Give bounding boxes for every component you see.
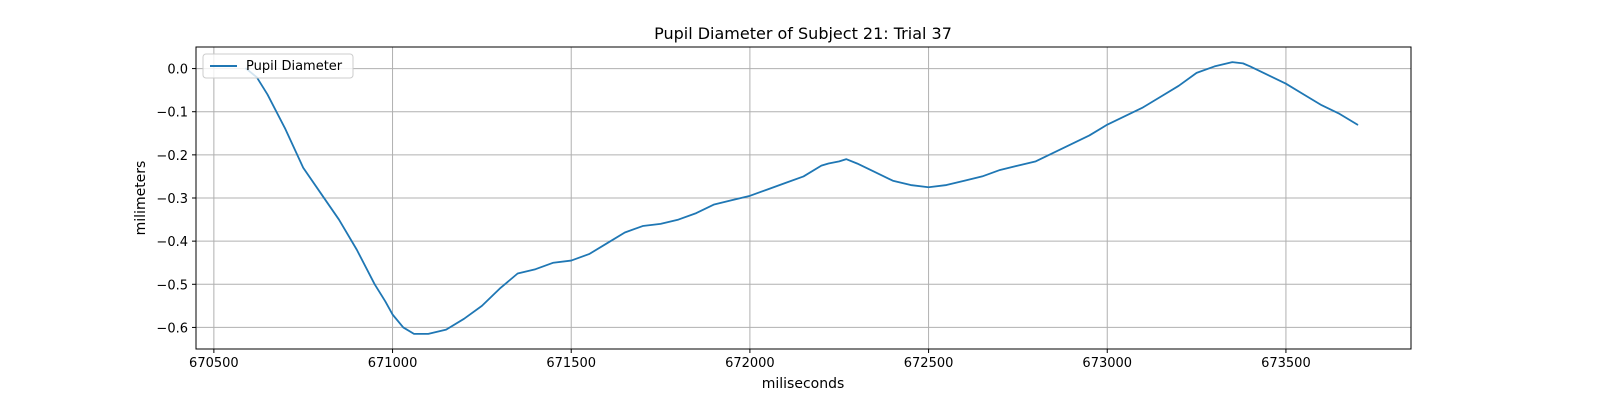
x-tick-label: 673000 — [1082, 356, 1132, 371]
x-tick-label: 673500 — [1261, 356, 1311, 371]
series-layer — [245, 61, 1359, 335]
x-tick-label: 670500 — [189, 356, 239, 371]
x-axis-label: miliseconds — [762, 376, 845, 392]
y-axis-label: milimeters — [133, 161, 149, 236]
y-tick-label: −0.2 — [156, 149, 188, 164]
y-tick-label: −0.5 — [156, 278, 188, 293]
chart-title: Pupil Diameter of Subject 21: Trial 37 — [654, 24, 952, 43]
x-tick-label: 672000 — [725, 356, 775, 371]
axis-ticks: 670500 671000 671500 672000 672500 673000 6735… — [156, 63, 1310, 371]
y-tick-label: −0.1 — [156, 106, 188, 121]
y-tick-label: −0.3 — [156, 192, 188, 207]
series-line-pupil-diameter — [245, 61, 1359, 335]
legend-box — [202, 53, 354, 79]
legend: Pupil Diameter — [202, 53, 354, 79]
x-tick-label: 671500 — [546, 356, 596, 371]
y-tick-label: −0.4 — [156, 235, 188, 250]
y-tick-label: −0.6 — [156, 321, 188, 336]
y-tick-label: 0.0 — [167, 63, 188, 78]
x-tick-label: 671000 — [368, 356, 418, 371]
legend-series-label: Pupil Diameter — [246, 59, 343, 74]
grid-lines — [196, 47, 1411, 349]
x-tick-label: 672500 — [904, 356, 954, 371]
